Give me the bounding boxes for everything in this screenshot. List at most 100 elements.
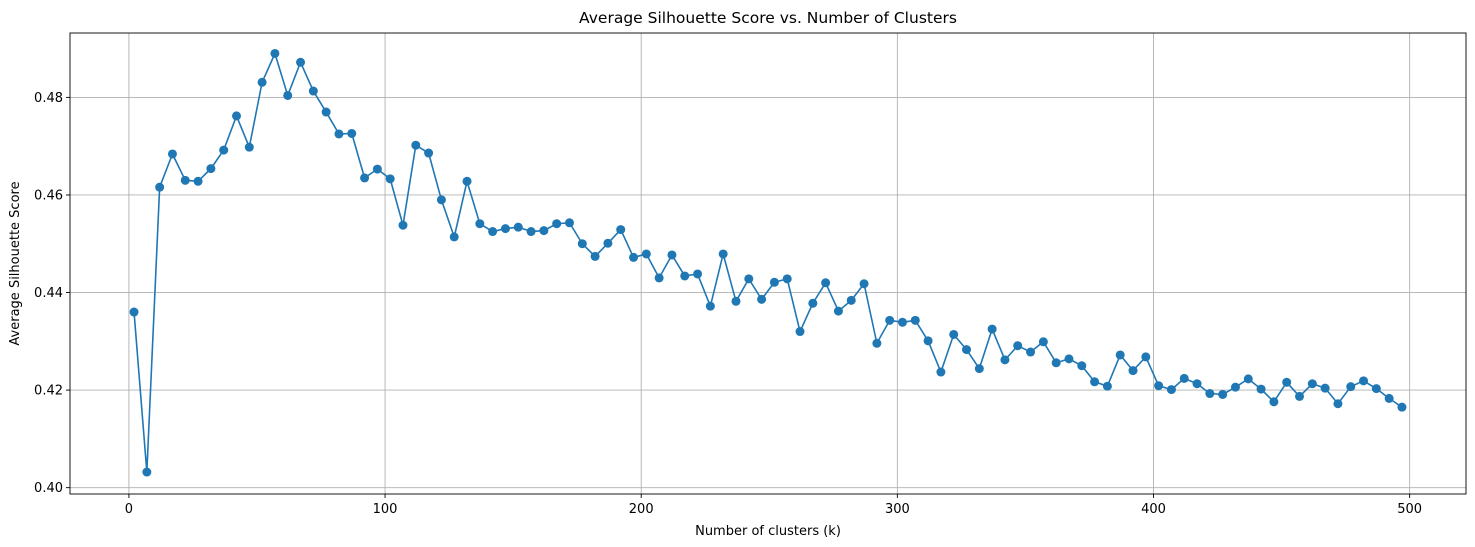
data-point [846, 295, 856, 305]
data-point [1090, 377, 1100, 387]
gridlines [70, 33, 1466, 494]
data-point [795, 327, 805, 337]
data-point [949, 329, 959, 339]
data-point [1051, 358, 1061, 368]
data-point [283, 90, 293, 100]
data-point [167, 149, 177, 159]
data-point [500, 224, 510, 234]
data-point [539, 226, 549, 236]
data-point [398, 220, 408, 230]
data-point [1371, 384, 1381, 394]
data-point [1320, 383, 1330, 393]
data-point [757, 294, 767, 304]
chart-title: Average Silhouette Score vs. Number of C… [579, 9, 957, 27]
y-axis-ticks: 0.40 0.42 0.44 0.46 0.48 [34, 91, 70, 496]
series-line [133, 52, 1403, 473]
data-point [1179, 373, 1189, 383]
y-tick-label: 0.44 [34, 286, 63, 301]
data-point [680, 271, 690, 281]
data-point [833, 306, 843, 316]
data-point [155, 182, 165, 192]
x-tick-label: 200 [629, 502, 654, 517]
data-point [718, 249, 728, 259]
data-point [270, 48, 280, 58]
y-tick-label: 0.40 [34, 481, 63, 496]
data-point [1026, 347, 1036, 357]
data-point [744, 274, 754, 284]
y-tick-label: 0.46 [34, 188, 63, 203]
data-point [564, 218, 574, 228]
data-point [590, 251, 600, 261]
data-point [1397, 402, 1407, 412]
data-point [1141, 352, 1151, 362]
x-tick-label: 300 [885, 502, 910, 517]
data-point [308, 86, 318, 96]
data-point [577, 239, 587, 249]
data-point [347, 128, 357, 138]
data-point [1102, 381, 1112, 391]
x-tick-label: 400 [1141, 502, 1166, 517]
data-point [1269, 397, 1279, 407]
data-point [1128, 366, 1138, 376]
x-axis-label: Number of clusters (k) [695, 524, 841, 539]
y-axis-label: Average Silhouette Score [8, 181, 23, 345]
data-point [1243, 374, 1253, 384]
data-point [808, 298, 818, 308]
data-point [424, 148, 434, 158]
x-tick-label: 100 [373, 502, 398, 517]
data-point [936, 367, 946, 377]
data-point [449, 232, 459, 242]
data-point [1218, 389, 1228, 399]
data-point [693, 269, 703, 279]
data-point [1064, 354, 1074, 364]
x-axis-ticks: 0 100 200 300 400 500 [125, 494, 1422, 517]
data-point [206, 164, 216, 174]
data-point [1282, 377, 1292, 387]
data-point [1013, 341, 1023, 351]
data-point [885, 315, 895, 325]
data-point [1205, 389, 1215, 399]
data-point [897, 317, 907, 327]
data-point [821, 278, 831, 288]
data-point [513, 222, 523, 232]
data-point [475, 219, 485, 229]
data-point [667, 250, 677, 260]
data-point [1384, 393, 1394, 403]
data-point [526, 227, 536, 237]
data-point [616, 225, 626, 235]
data-point [1230, 382, 1240, 392]
data-point [1166, 385, 1176, 395]
data-point [193, 176, 203, 186]
data-point [987, 324, 997, 334]
data-point [629, 252, 639, 262]
plot-frame [69, 32, 1467, 495]
data-point [962, 345, 972, 355]
data-point [552, 219, 562, 229]
data-point [244, 142, 254, 152]
data-point [1192, 379, 1202, 389]
data-point [1256, 384, 1266, 394]
data-point [859, 279, 869, 289]
data-point [488, 227, 498, 237]
data-point [436, 195, 446, 205]
data-point [180, 175, 190, 185]
data-point [1038, 337, 1048, 347]
data-point [1307, 379, 1317, 389]
data-point [1000, 355, 1010, 365]
data-point [1346, 382, 1356, 392]
data-point [603, 238, 613, 248]
data-point [1077, 361, 1087, 371]
data-point [129, 307, 139, 317]
data-point [360, 173, 370, 183]
data-point [372, 164, 382, 174]
data-point [641, 249, 651, 259]
data-point [923, 336, 933, 346]
data-point [974, 364, 984, 374]
data-point [782, 274, 792, 284]
data-point [1333, 399, 1343, 409]
data-point [1295, 391, 1305, 401]
data-point [769, 277, 779, 287]
data-point [142, 467, 152, 477]
data-point [1154, 381, 1164, 391]
